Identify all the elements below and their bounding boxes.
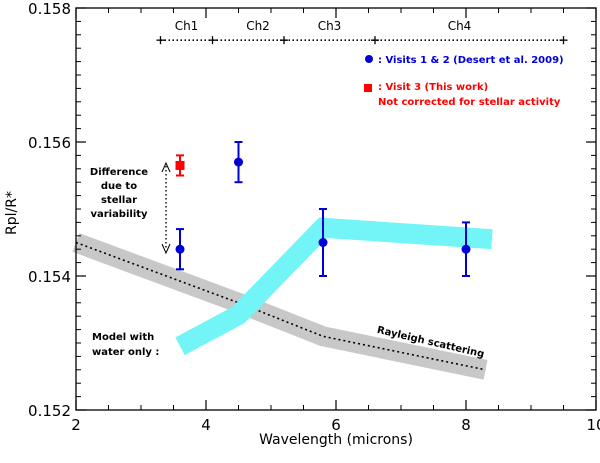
visits-1-2-point-2 [318,238,328,247]
rayleigh-model-center [75,241,486,371]
x-tick-label-4: 10 [586,416,600,434]
annotation-variability-line-4: variability [90,209,148,220]
y-tick-label-3: 0.158 [28,0,71,18]
x-axis-label: Wavelength (microns) [259,432,413,448]
channel-label-2: Ch2 [246,19,270,33]
y-tick-label-1: 0.154 [28,268,71,286]
channel-label-4: Ch4 [448,19,472,33]
annotation-variability-line-2: due to [101,181,137,192]
visits-1-2-point-1 [234,157,243,167]
legend-marker-visits-1-2 [365,55,373,63]
y-axis-ticks: 0.152 0.154 0.156 0.158 [28,0,596,420]
y-axis-label: Rpl/R* [4,191,20,235]
channel-label-3: Ch3 [318,19,342,33]
x-tick-label-2: 6 [331,416,341,434]
x-tick-label-3: 8 [461,416,471,434]
x-axis-ticks: 2 4 6 8 10 [71,8,600,434]
water-model-band [175,217,493,356]
annotation-variability-line-3: stellar [101,195,137,206]
annotation-variability-line-1: Difference [90,167,148,178]
legend-label-visits-1-2: : Visits 1 & 2 (Desert et al. 2009) [378,55,564,66]
annotation-water-line-1: Model with [92,332,154,343]
model-curves [72,217,493,380]
legend-marker-visit-3 [364,84,372,92]
y-tick-label-2: 0.156 [28,134,71,152]
variability-arrow-head-top [161,161,171,173]
variability-arrow-head-bottom [161,243,171,255]
visits-1-2-point-0 [175,244,185,254]
data-points [175,141,471,277]
annotation-water-line-2: water only : [92,347,159,358]
visit-3-point-0 [175,160,185,170]
x-tick-label-0: 2 [71,416,81,434]
legend-label-visit-3: : Visit 3 (This work) [378,82,488,93]
channel-label-1: Ch1 [175,19,199,33]
channel-bar: Ch1 Ch2 Ch3 Ch4 [156,19,568,45]
x-tick-label-1: 4 [201,416,211,434]
y-tick-label-0: 0.152 [28,402,71,420]
legend-note-visit-3: Not corrected for stellar activity [378,97,561,108]
visits-1-2-point-3 [461,244,471,254]
